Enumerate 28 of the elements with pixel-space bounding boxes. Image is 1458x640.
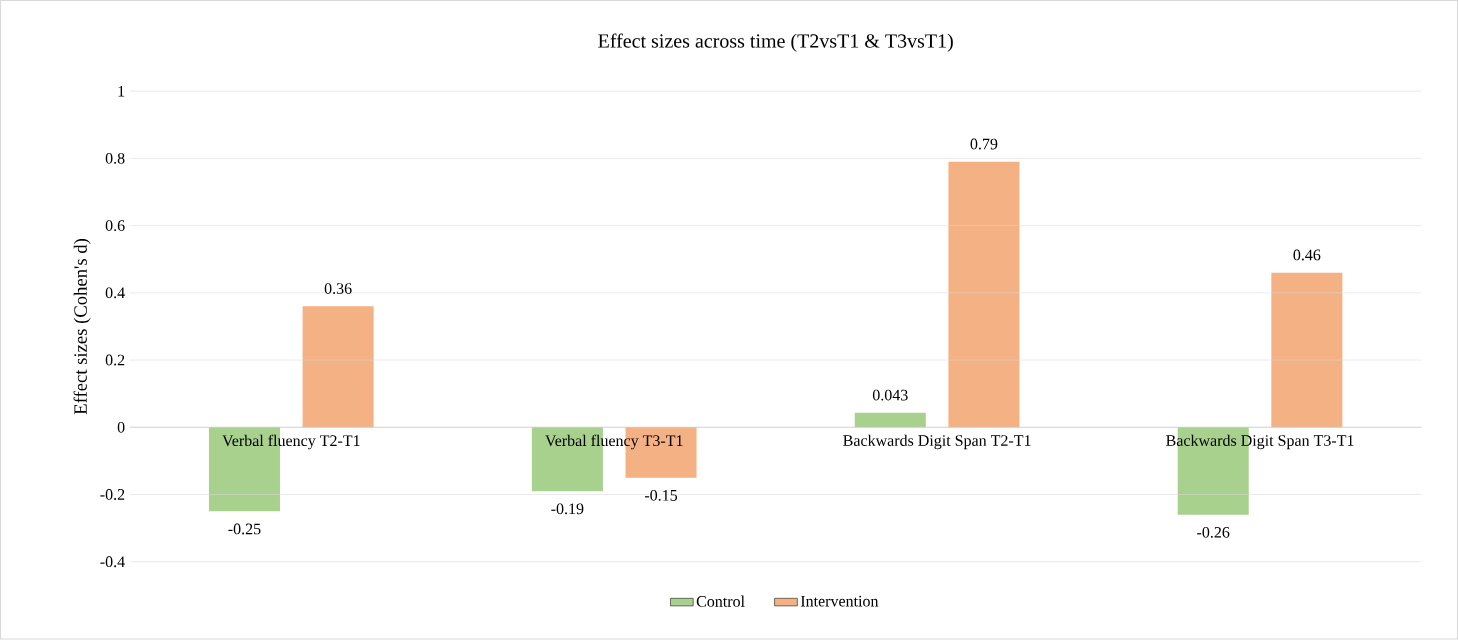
y-tick-label: 0.6 [105,220,125,232]
y-tick-label: 0.4 [105,287,125,299]
data-label: 0.043 [872,389,908,401]
legend-label: Control [696,595,745,608]
y-tick-label: -0.2 [100,489,125,501]
bar [1271,272,1343,428]
x-tick-label: Backwards Digit Span T3-T1 [1166,434,1354,450]
y-tick-label: -0.4 [100,556,125,568]
y-tick-label: 0.8 [105,153,125,165]
data-label: -0.15 [644,490,678,502]
x-tick-label: Verbal fluency T2-T1 [222,434,360,450]
bar [948,161,1020,428]
chart-title: Effect sizes across time (T2vsT1 & T3vsT1) [598,33,953,53]
data-label: 0.46 [1293,249,1321,261]
y-tick-label: 0 [117,422,125,433]
x-tick-label: Verbal fluency T3-T1 [545,434,683,450]
y-axis-title: Effect sizes (Cohen's d) [73,239,91,415]
y-tick-label: 1 [118,86,125,97]
bar [854,413,926,428]
data-label: -0.19 [551,503,584,515]
data-label: -0.25 [228,523,261,535]
bar [302,306,374,428]
y-tick-label: 0.2 [105,354,125,366]
data-label: 0.36 [324,283,352,295]
legend-label: Intervention [800,596,879,607]
x-tick-label: Backwards Digit Span T2-T1 [843,434,1031,450]
data-label: 0.79 [970,138,998,150]
data-label: -0.26 [1197,527,1230,539]
